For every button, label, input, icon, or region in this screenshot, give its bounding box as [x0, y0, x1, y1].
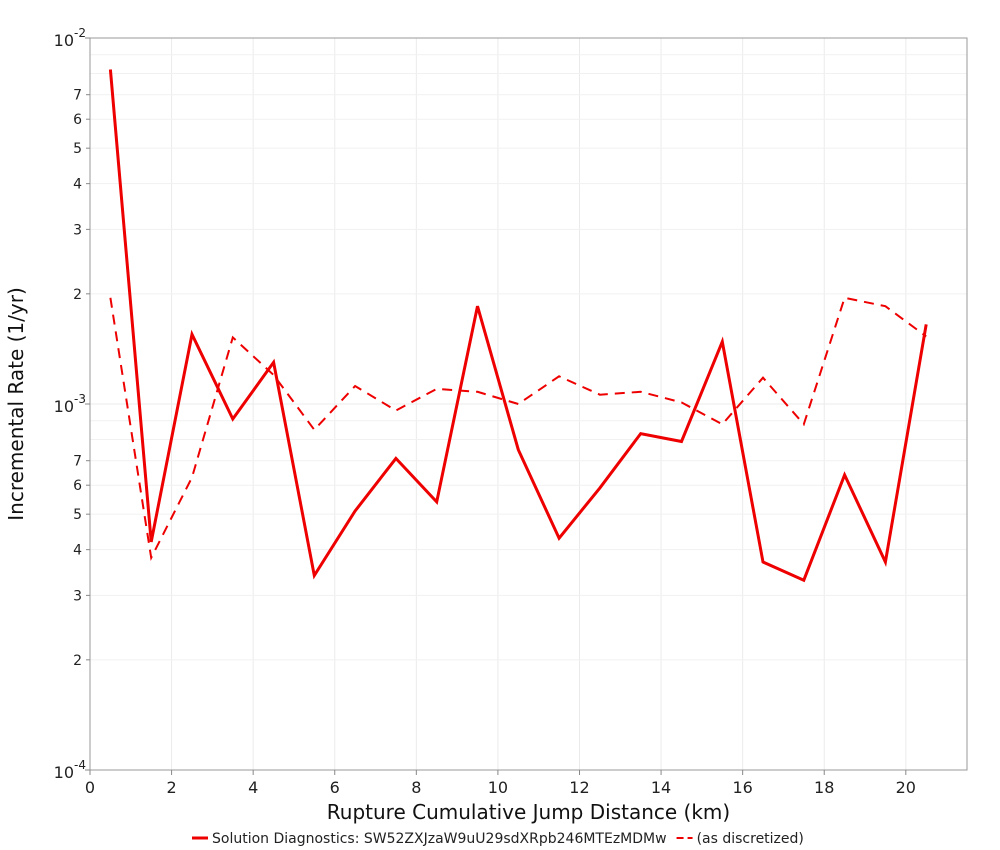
y-minor-tick-label: 2: [73, 653, 82, 669]
y-minor-tick-label: 4: [73, 177, 82, 193]
y-minor-tick-label: 3: [73, 588, 82, 604]
x-tick-label: 4: [248, 778, 258, 797]
x-tick-label: 8: [411, 778, 421, 797]
x-tick-label: 16: [732, 778, 752, 797]
y-axis-label: Incremental Rate (1/yr): [4, 287, 28, 520]
y-axis: 10-2 10-3 10-4 7 6 5 4 3 2 7 6 5 4 3 2: [54, 26, 90, 782]
legend: Solution Diagnostics: SW52ZXJzaW9uU29sdX…: [192, 831, 804, 847]
x-tick-label: 14: [651, 778, 671, 797]
x-tick-label: 6: [330, 778, 340, 797]
x-tick-label: 18: [814, 778, 834, 797]
y-minor-tick-label: 7: [73, 454, 82, 470]
legend-label: Solution Diagnostics: SW52ZXJzaW9uU29sdX…: [212, 831, 667, 847]
x-tick-label: 2: [166, 778, 176, 797]
y-minor-tick-label: 6: [73, 478, 82, 494]
y-minor-tick-label: 6: [73, 112, 82, 128]
y-minor-tick-label: 5: [73, 507, 82, 523]
x-tick-label: 12: [569, 778, 589, 797]
series-line-solution: [108, 69, 928, 583]
y-minor-tick-label: 7: [73, 88, 82, 104]
y-tick-label: 10-3: [54, 392, 86, 416]
x-axis: 0 2 4 6 8 10 12 14 16 18 20: [85, 770, 916, 797]
y-minor-tick-label: 5: [73, 141, 82, 157]
y-minor-tick-label: 2: [73, 287, 82, 303]
y-tick-label: 10-2: [54, 26, 86, 50]
y-minor-tick-label: 3: [73, 222, 82, 238]
series-layer: [108, 69, 928, 583]
x-axis-label: Rupture Cumulative Jump Distance (km): [327, 800, 730, 824]
y-tick-label: 10-4: [54, 758, 86, 782]
y-minor-tick-label: 4: [73, 543, 82, 559]
grid-lines: [89, 37, 967, 771]
x-tick-label: 10: [488, 778, 508, 797]
x-tick-label: 0: [85, 778, 95, 797]
x-tick-label: 20: [896, 778, 916, 797]
legend-label: (as discretized): [697, 831, 804, 847]
series-line-discretized: [109, 296, 927, 562]
